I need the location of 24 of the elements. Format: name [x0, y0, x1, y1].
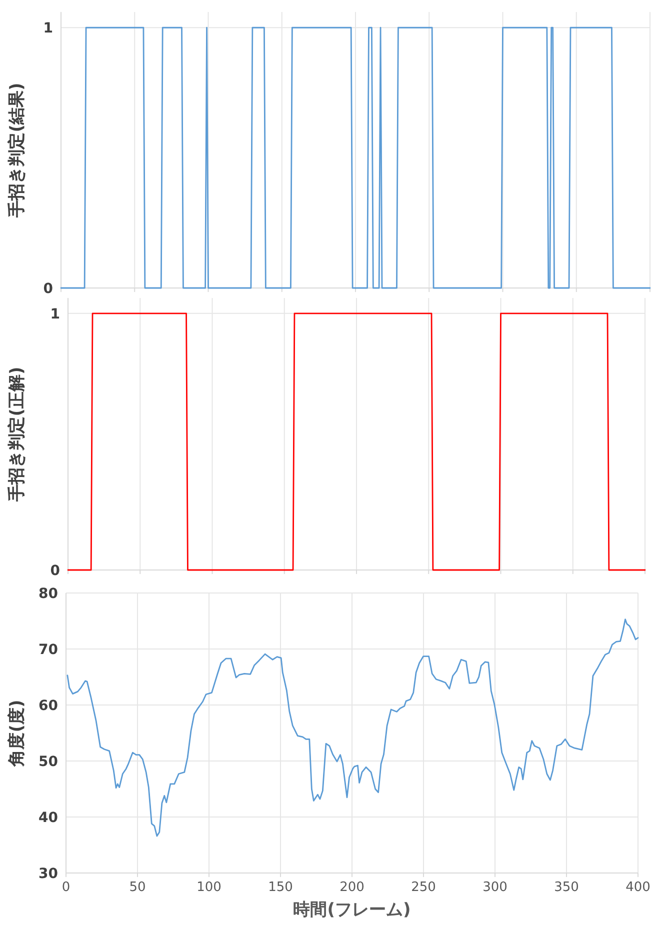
y-axis-title: 手招き判定(正解) [7, 366, 27, 502]
y-tick-label: 1 [43, 20, 53, 37]
x-tick-label: 350 [554, 880, 579, 895]
y-tick-label: 30 [38, 866, 58, 882]
x-tick-label: 150 [268, 880, 293, 895]
x-tick-label: 250 [411, 880, 436, 895]
y-axis-title: 角度(度) [7, 700, 27, 768]
y-axis-title: 手招き判定(結果) [7, 82, 27, 218]
y-tick-label: 0 [43, 281, 54, 297]
x-axis-title: 時間(フレーム) [293, 900, 411, 920]
y-tick-label: 1 [50, 306, 60, 322]
y-tick-label: 50 [38, 754, 58, 770]
y-tick-label: 0 [50, 563, 60, 579]
y-tick-label: 80 [38, 586, 58, 602]
x-tick-label: 50 [129, 880, 146, 895]
line-series [66, 618, 639, 837]
y-tick-label: 40 [38, 810, 58, 826]
x-tick-label: 300 [482, 880, 508, 895]
x-tick-label: 100 [196, 880, 222, 895]
y-tick-label: 60 [38, 698, 58, 714]
x-tick-label: 0 [62, 880, 70, 895]
y-tick-label: 70 [38, 642, 58, 658]
x-tick-label: 200 [340, 880, 364, 895]
x-tick-label: 400 [626, 880, 650, 895]
